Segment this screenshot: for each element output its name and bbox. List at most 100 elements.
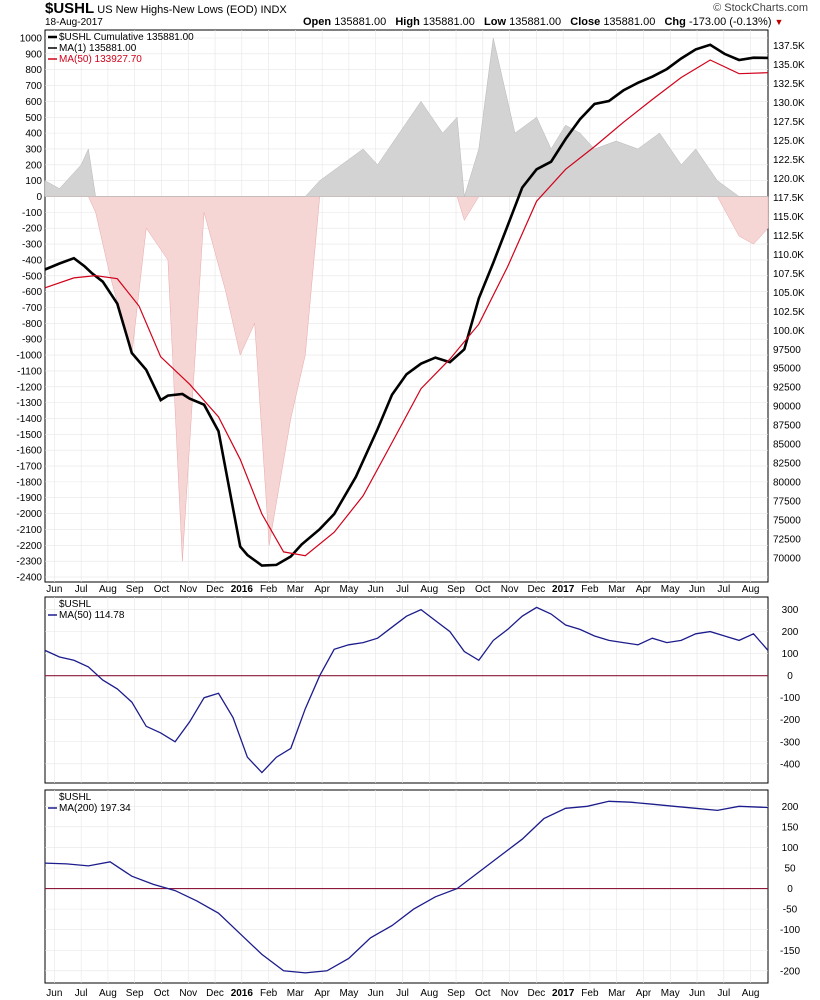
right-tick-label: 77500 xyxy=(773,497,801,508)
right-tick-label: 122.5K xyxy=(773,155,805,166)
cumulative-line xyxy=(44,43,769,567)
x-tick-top-21: Mar xyxy=(608,584,626,595)
right-tick-label: 92500 xyxy=(773,383,801,394)
x-tick-bottom-2: Aug xyxy=(99,988,117,999)
down-arrow-icon: ▼ xyxy=(774,17,784,27)
left-tick-label: -1400 xyxy=(16,414,42,425)
right-tick-label: 115.0K xyxy=(773,212,804,223)
x-tick-bottom-20: Feb xyxy=(581,988,599,999)
left-tick-label: 900 xyxy=(25,49,42,60)
x-tick-bottom-12: Jun xyxy=(368,988,384,999)
x-tick-bottom-3: Sep xyxy=(126,988,144,999)
right-tick-label: 0 xyxy=(787,884,793,895)
chart-header: $USHL US New Highs-New Lows (EOD) INDX xyxy=(45,0,287,17)
left-tick-label: 800 xyxy=(25,65,42,76)
left-tick-label: 400 xyxy=(25,129,42,140)
close-label: Close xyxy=(570,16,601,28)
ohlc-readout: Open 135881.00 High 135881.00 Low 135881… xyxy=(303,16,783,28)
legend-label-1: MA(1) 135881.00 xyxy=(59,43,137,54)
right-tick-label: 127.5K xyxy=(773,117,805,128)
left-tick-label: 700 xyxy=(25,81,42,92)
high-label: High xyxy=(395,16,420,28)
legend-label-0: $USHL Cumulative 135881.00 xyxy=(59,32,194,43)
chg-value: -173.00 (-0.13%) xyxy=(688,16,772,28)
x-tick-bottom-1: Jul xyxy=(75,988,88,999)
left-tick-label: -300 xyxy=(22,240,42,251)
right-tick-label: 72500 xyxy=(773,535,801,546)
x-tick-bottom-7: 2016 xyxy=(231,988,254,999)
x-tick-top-12: Jun xyxy=(368,584,384,595)
x-tick-bottom-19: 2017 xyxy=(552,988,575,999)
right-tick-label: 100.0K xyxy=(773,326,805,337)
legend-label-p3-1: MA(200) 197.34 xyxy=(59,803,131,814)
x-tick-bottom-11: May xyxy=(339,988,358,999)
right-tick-label: -200 xyxy=(780,715,800,726)
x-tick-bottom-22: Apr xyxy=(636,988,652,999)
x-tick-top-4: Oct xyxy=(154,584,170,595)
x-tick-bottom-24: Jun xyxy=(689,988,705,999)
left-tick-label: -1200 xyxy=(16,382,42,393)
left-tick-label: -1900 xyxy=(16,493,42,504)
right-tick-label: 200 xyxy=(782,627,799,638)
right-tick-label: 95000 xyxy=(773,364,801,375)
left-tick-label: -2200 xyxy=(16,541,42,552)
right-tick-label: 132.5K xyxy=(773,79,805,90)
right-tick-label: 75000 xyxy=(773,516,801,527)
left-tick-label: -700 xyxy=(22,303,42,314)
x-tick-top-9: Mar xyxy=(287,584,305,595)
x-tick-bottom-0: Jun xyxy=(46,988,62,999)
chg-label: Chg xyxy=(664,16,686,28)
right-tick-label: 125.0K xyxy=(773,136,805,147)
right-tick-label: -400 xyxy=(780,759,800,770)
x-tick-bottom-15: Sep xyxy=(447,988,465,999)
brand-label: © StockCharts.com xyxy=(713,2,808,14)
right-tick-label: 80000 xyxy=(773,478,801,489)
right-tick-label: 135.0K xyxy=(773,60,805,71)
right-tick-label: 300 xyxy=(782,605,799,616)
date-label: 18-Aug-2017 xyxy=(45,17,103,28)
x-tick-top-20: Feb xyxy=(581,584,599,595)
x-tick-bottom-8: Feb xyxy=(260,988,278,999)
x-tick-top-1: Jul xyxy=(75,584,88,595)
x-tick-top-15: Sep xyxy=(447,584,465,595)
right-tick-label: -200 xyxy=(780,966,800,977)
right-tick-label: 137.5K xyxy=(773,41,805,52)
left-tick-label: 300 xyxy=(25,144,42,155)
x-tick-bottom-23: May xyxy=(661,988,680,999)
x-tick-bottom-9: Mar xyxy=(287,988,305,999)
left-tick-label: -1500 xyxy=(16,430,42,441)
open-label: Open xyxy=(303,16,332,28)
x-tick-bottom-13: Jul xyxy=(396,988,409,999)
x-tick-top-2: Aug xyxy=(99,584,117,595)
left-tick-label: -1800 xyxy=(16,477,42,488)
daily-nhnl-negative-area xyxy=(45,196,769,562)
ma50-line xyxy=(44,59,769,557)
x-tick-bottom-14: Aug xyxy=(420,988,438,999)
left-tick-label: 1000 xyxy=(20,34,43,45)
legend-label-p3-0: $USHL xyxy=(59,792,92,803)
x-tick-top-6: Dec xyxy=(206,584,224,595)
right-tick-label: 102.5K xyxy=(773,307,805,318)
x-tick-bottom-16: Oct xyxy=(475,988,491,999)
x-tick-top-5: Nov xyxy=(179,584,197,595)
left-tick-label: -100 xyxy=(22,208,42,219)
x-tick-top-14: Aug xyxy=(420,584,438,595)
left-tick-label: -2300 xyxy=(16,557,42,568)
legend-label-p2-1: MA(50) 114.78 xyxy=(59,610,125,621)
right-tick-label: 110.0K xyxy=(773,250,804,261)
right-tick-label: 130.0K xyxy=(773,98,805,109)
high-value: 135881.00 xyxy=(422,16,475,28)
x-tick-top-18: Dec xyxy=(527,584,545,595)
right-tick-label: 87500 xyxy=(773,421,801,432)
left-tick-label: -800 xyxy=(22,319,42,330)
right-tick-label: 85000 xyxy=(773,440,801,451)
right-tick-label: 150 xyxy=(782,822,799,833)
low-value: 135881.00 xyxy=(509,16,562,28)
right-tick-label: 200 xyxy=(782,802,799,813)
open-value: 135881.00 xyxy=(334,16,387,28)
x-tick-top-23: May xyxy=(661,584,680,595)
right-tick-label: 112.5K xyxy=(773,231,804,242)
left-tick-label: -900 xyxy=(22,335,42,346)
x-tick-top-10: Apr xyxy=(314,584,330,595)
